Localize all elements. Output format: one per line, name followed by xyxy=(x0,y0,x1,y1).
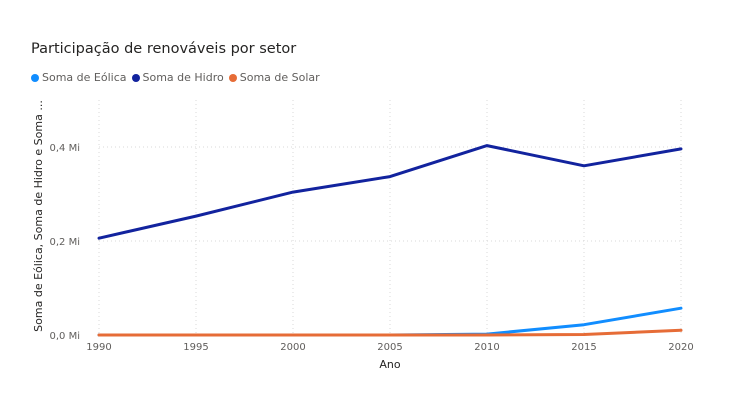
y-tick-label: 0,4 Mi xyxy=(50,143,81,154)
legend-item-hidro[interactable]: Soma de Hidro xyxy=(131,71,224,84)
legend-marker-hidro xyxy=(131,73,140,82)
legend-item-eolica[interactable]: Soma de Eólica xyxy=(31,71,127,84)
legend-marker-solar xyxy=(228,73,237,82)
series-lines xyxy=(97,144,683,337)
legend-label-hidro: Soma de Hidro xyxy=(142,71,224,84)
y-axis-ticks: 0,0 Mi 0,2 Mi 0,4 Mi xyxy=(50,143,81,342)
legend-label-solar: Soma de Solar xyxy=(239,71,320,84)
x-tick-label: 2000 xyxy=(280,342,305,353)
legend-marker-eolica xyxy=(31,73,39,82)
y-tick-label: 0,0 Mi xyxy=(50,331,81,342)
series-line-soma-de-solar[interactable] xyxy=(97,328,683,337)
x-axis-ticks: 1990 1995 2000 2005 2010 2015 2020 xyxy=(86,342,693,353)
x-tick-label: 1995 xyxy=(183,342,208,353)
legend-item-solar[interactable]: Soma de Solar xyxy=(228,71,320,84)
x-tick-label: 2005 xyxy=(377,342,402,353)
x-axis-title: Ano xyxy=(379,358,400,371)
x-tick-label: 2015 xyxy=(571,342,596,353)
legend-label-eolica: Soma de Eólica xyxy=(42,71,127,84)
x-tick-label: 2020 xyxy=(668,342,693,353)
x-tick-label: 2010 xyxy=(474,342,499,353)
series-line-soma-de-hidro[interactable] xyxy=(97,144,683,240)
chart-title: Participação de renováveis por setor xyxy=(31,41,297,57)
y-axis-title: Soma de Eólica, Soma de Hidro e Soma ... xyxy=(32,100,45,332)
gridlines xyxy=(98,100,682,335)
legend: Soma de Eólica Soma de Hidro Soma de Sol… xyxy=(31,71,325,84)
x-tick-label: 1990 xyxy=(86,342,111,353)
y-tick-label: 0,2 Mi xyxy=(50,237,81,248)
